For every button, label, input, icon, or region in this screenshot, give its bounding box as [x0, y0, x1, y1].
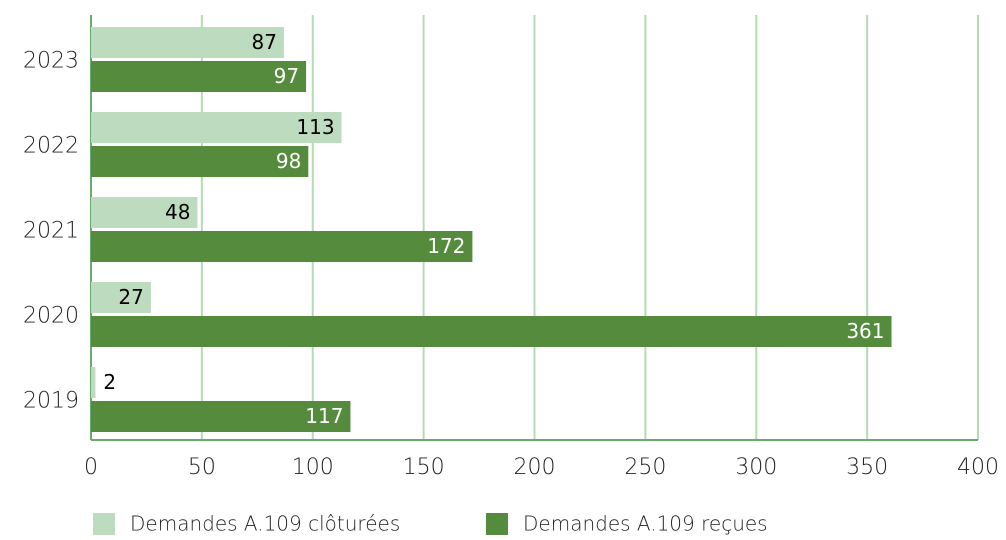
x-tick-label: 150	[403, 455, 445, 480]
bar	[91, 231, 473, 262]
y-tick-label: 2021	[23, 219, 79, 244]
bar	[91, 146, 309, 177]
value-label: 48	[165, 200, 190, 224]
x-tick-label: 200	[514, 455, 556, 480]
bar	[91, 112, 342, 143]
legend-label: Demandes A.109 clôturées	[130, 512, 400, 536]
value-label: 113	[296, 115, 334, 139]
bar	[91, 401, 351, 432]
legend-swatch	[486, 513, 508, 535]
x-tick-label: 100	[292, 455, 334, 480]
y-tick-label: 2022	[23, 134, 79, 159]
x-tick-label: 50	[188, 455, 216, 480]
bar	[91, 197, 198, 228]
x-tick-label: 300	[735, 455, 777, 480]
value-label: 97	[274, 64, 299, 88]
value-label: 2	[103, 370, 116, 394]
x-tick-label: 350	[846, 455, 888, 480]
value-label: 361	[846, 319, 884, 343]
value-label: 117	[305, 404, 343, 428]
value-label: 27	[118, 285, 143, 309]
x-tick-label: 0	[84, 455, 98, 480]
legend-swatch	[93, 513, 115, 535]
legend-label: Demandes A.109 reçues	[523, 512, 768, 536]
x-tick-label: 400	[957, 455, 999, 480]
bar	[91, 316, 892, 347]
x-tick-label: 250	[624, 455, 666, 480]
bar	[91, 367, 96, 398]
bar	[91, 282, 151, 313]
value-label: 87	[251, 30, 276, 54]
y-tick-label: 2019	[23, 389, 79, 414]
value-label: 172	[427, 234, 465, 258]
y-tick-label: 2020	[23, 304, 79, 329]
bar	[91, 27, 284, 58]
y-tick-label: 2023	[23, 49, 79, 74]
value-label: 98	[276, 149, 301, 173]
bar	[91, 61, 307, 92]
